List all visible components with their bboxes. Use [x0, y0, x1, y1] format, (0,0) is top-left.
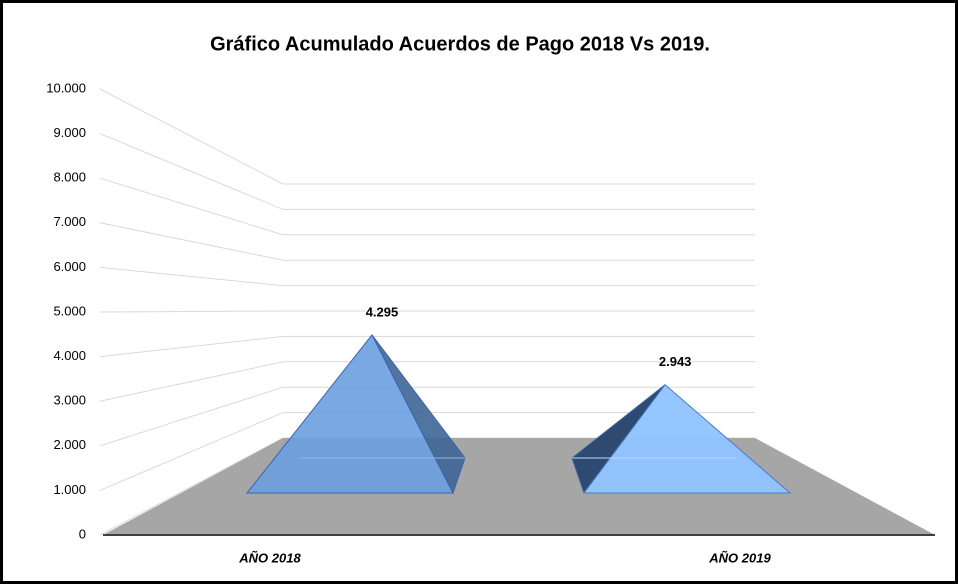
y-tick-label: 4.000 — [53, 348, 86, 363]
y-tick-label: 2.000 — [53, 437, 86, 452]
grid-line — [99, 266, 755, 287]
x-tick-label: AÑO 2019 — [708, 550, 771, 565]
pyramid-side — [371, 334, 466, 495]
y-tick-label: 10.000 — [46, 80, 86, 95]
grid-line — [99, 222, 755, 261]
grid-line — [99, 88, 755, 185]
y-tick-label: 7.000 — [53, 214, 86, 229]
pyramid-face — [583, 383, 792, 494]
grid-line — [99, 412, 755, 491]
grid-line — [99, 310, 755, 313]
x-tick-label: AÑO 2018 — [238, 550, 301, 565]
y-tick-label: 8.000 — [53, 170, 86, 185]
data-label: 2.943 — [659, 354, 692, 369]
y-tick-label: 6.000 — [53, 259, 86, 274]
y-tick-label: 0 — [79, 526, 86, 541]
grid-line — [99, 133, 755, 210]
y-tick-label: 9.000 — [53, 125, 86, 140]
grid-line — [99, 177, 755, 236]
grid-line — [99, 386, 755, 447]
data-label: 4.295 — [366, 304, 399, 319]
y-tick-label: 1.000 — [53, 482, 86, 497]
grid-line — [99, 335, 755, 358]
grid-line — [99, 361, 755, 402]
y-tick-label: 5.000 — [53, 303, 86, 318]
chart-title: Gráfico Acumulado Acuerdos de Pago 2018 … — [210, 33, 710, 55]
y-tick-label: 3.000 — [53, 393, 86, 408]
